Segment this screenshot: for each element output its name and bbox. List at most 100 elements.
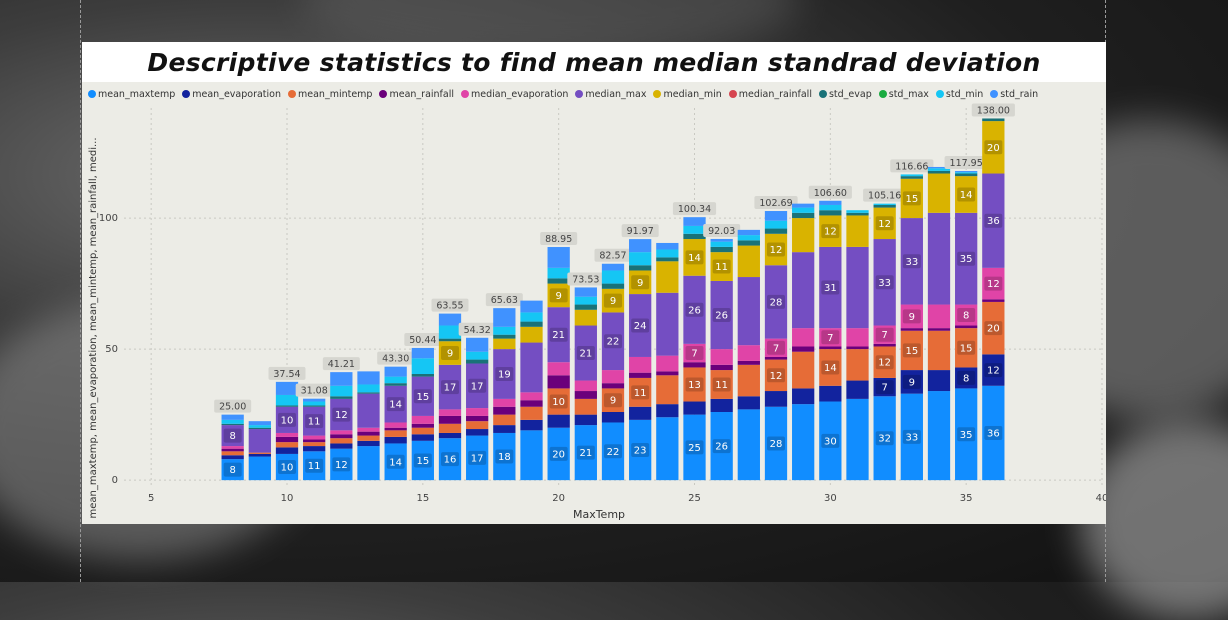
bar-segment-std-rain[interactable] [683,217,706,226]
bar-segment-std-min[interactable] [927,168,951,171]
bar-segment-std-evap[interactable] [221,423,244,426]
bar-segment-std-rain[interactable] [792,203,815,208]
legend-item-mean-maxtemp[interactable]: mean_maxtemp [88,89,175,100]
bar-group-maxtemp-35[interactable]: 35 8 15 8 35 14 117.95 [944,156,988,481]
bar-segment-std-evap[interactable] [873,204,896,208]
bar-segment-mean-maxtemp[interactable] [955,388,978,481]
bar-segment-mean-rainfall[interactable] [737,360,760,365]
bar-segment-mean-maxtemp[interactable] [900,393,923,481]
bar-segment-mean-maxtemp[interactable] [683,414,706,481]
bar-segment-median-evaporation[interactable] [737,345,760,361]
bar-segment-mean-mintemp[interactable] [873,346,896,378]
bar-segment-mean-mintemp[interactable] [819,349,842,386]
bar-segment-mean-evaporation[interactable] [438,432,462,439]
bar-segment-mean-maxtemp[interactable] [710,412,733,481]
bar-segment-std-min[interactable] [764,220,788,229]
bar-segment-median-min[interactable] [792,218,815,253]
bar-segment-mean-maxtemp[interactable] [384,443,407,481]
bar-segment-std-rain[interactable] [466,337,489,352]
bar-segment-mean-evaporation[interactable] [982,354,1005,386]
bar-segment-mean-rainfall[interactable] [900,328,923,331]
legend-item-std-evap[interactable]: std_evap [818,89,872,100]
bar-segment-median-max[interactable] [955,212,978,305]
bar-segment-median-min[interactable] [900,178,923,219]
bar-segment-std-min[interactable] [466,351,489,360]
bar-segment-mean-rainfall[interactable] [846,346,869,350]
bar-group-maxtemp-27[interactable] [737,229,760,481]
bar-segment-median-min[interactable] [547,283,570,308]
legend-item-std-max[interactable]: std_max [878,89,929,100]
bar-segment-mean-evaporation[interactable] [710,398,733,412]
bar-segment-median-evaporation[interactable] [900,304,923,329]
bar-segment-mean-evaporation[interactable] [275,447,299,454]
bar-group-maxtemp-11[interactable]: 11 11 31.08 [295,383,333,481]
bar-segment-mean-mintemp[interactable] [493,414,516,426]
bar-segment-median-evaporation[interactable] [601,370,625,384]
bar-segment-median-max[interactable] [819,246,842,329]
bar-segment-median-max[interactable] [248,429,271,453]
bar-segment-median-min[interactable] [737,245,760,278]
bar-segment-std-evap[interactable] [982,118,1005,122]
bar-segment-median-evaporation[interactable] [792,328,815,347]
bar-segment-mean-mintemp[interactable] [411,427,434,435]
bar-segment-std-rain[interactable] [275,381,299,395]
bar-segment-std-evap[interactable] [438,338,462,342]
bar-segment-mean-rainfall[interactable] [710,364,733,371]
bar-segment-mean-evaporation[interactable] [792,388,815,405]
bar-segment-median-max[interactable] [629,294,652,357]
bar-segment-mean-evaporation[interactable] [221,455,244,460]
bar-segment-std-evap[interactable] [927,170,951,174]
bar-group-maxtemp-26[interactable]: 26 11 26 11 92.03 [703,223,741,481]
bar-group-maxtemp-23[interactable]: 23 11 24 9 91.97 [621,224,659,481]
bar-segment-median-evaporation[interactable] [846,328,869,347]
bar-segment-std-min[interactable] [221,419,244,424]
bar-segment-median-min[interactable] [601,288,625,313]
bar-segment-mean-mintemp[interactable] [547,388,570,415]
bar-segment-median-min[interactable] [656,261,679,293]
bar-group-maxtemp-22[interactable]: 22 9 22 9 82.57 [594,248,632,481]
bar-segment-median-evaporation[interactable] [275,432,299,437]
bar-segment-mean-rainfall[interactable] [330,434,353,439]
bar-segment-mean-mintemp[interactable] [248,452,271,454]
bar-segment-mean-rainfall[interactable] [384,427,407,431]
bar-segment-mean-evaporation[interactable] [384,436,407,444]
bar-segment-std-min[interactable] [574,296,597,305]
bar-segment-std-evap[interactable] [411,374,434,377]
bar-segment-median-evaporation[interactable] [710,349,733,365]
bar-group-maxtemp-13[interactable] [357,371,380,481]
bar-segment-std-min[interactable] [357,384,380,393]
bar-segment-mean-mintemp[interactable] [710,370,733,399]
bar-segment-mean-evaporation[interactable] [466,429,489,436]
bar-segment-std-evap[interactable] [303,405,326,407]
bar-segment-mean-mintemp[interactable] [275,442,299,448]
bar-segment-median-evaporation[interactable] [330,430,353,435]
bar-group-maxtemp-19[interactable] [520,300,543,481]
bar-segment-std-min[interactable] [792,207,815,213]
bar-segment-std-evap[interactable] [656,257,679,262]
bar-segment-mean-mintemp[interactable] [330,438,353,444]
bar-segment-median-evaporation[interactable] [955,304,978,326]
bar-group-maxtemp-30[interactable]: 30 14 7 31 12 106.60 [808,185,852,481]
bar-segment-median-evaporation[interactable] [221,446,244,449]
bar-segment-std-rain[interactable] [303,398,326,402]
bar-group-maxtemp-9[interactable] [248,421,271,481]
bar-segment-median-max[interactable] [411,376,434,416]
bar-segment-std-evap[interactable] [275,405,299,407]
bar-segment-mean-mintemp[interactable] [846,349,869,381]
bar-segment-std-min[interactable] [873,203,896,205]
bar-segment-median-min[interactable] [927,173,951,213]
bar-segment-mean-rainfall[interactable] [411,423,434,428]
bar-segment-median-min[interactable] [493,338,516,350]
bar-segment-mean-rainfall[interactable] [438,415,462,424]
bar-segment-std-rain[interactable] [629,239,652,253]
bar-segment-mean-rainfall[interactable] [955,325,978,329]
bar-segment-median-max[interactable] [737,277,760,346]
bar-segment-median-max[interactable] [547,307,570,363]
bar-segment-mean-evaporation[interactable] [601,412,625,423]
bar-segment-std-min[interactable] [710,241,733,247]
bar-segment-median-max[interactable] [303,406,326,436]
bar-group-maxtemp-20[interactable]: 20 10 21 9 88.95 [540,232,578,481]
bar-segment-std-evap[interactable] [710,246,733,253]
bar-segment-std-rain[interactable] [764,211,788,221]
bar-segment-std-rain[interactable] [384,366,407,377]
